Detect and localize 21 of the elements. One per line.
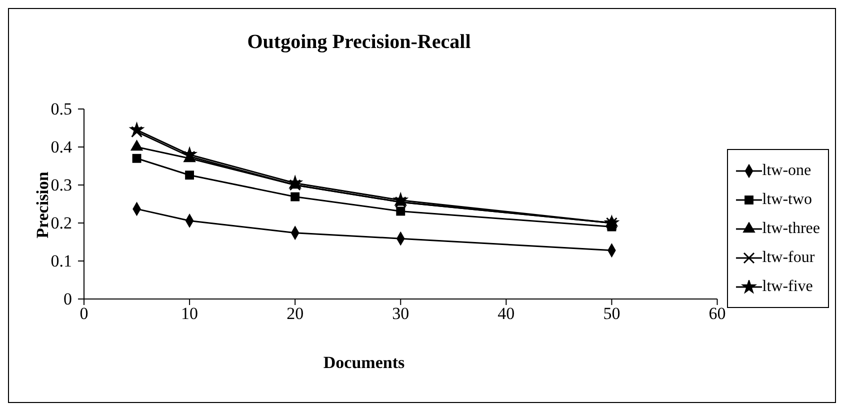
y-tick-label: 0 [64, 290, 72, 308]
y-tick-label: 0.2 [50, 214, 72, 232]
x-tick-label: 30 [392, 304, 410, 324]
legend-label: ltw-three [762, 220, 820, 238]
chart-title: Outgoing Precision-Recall [246, 31, 472, 54]
x-tick-label: 10 [181, 304, 198, 324]
legend-label: ltw-two [762, 190, 812, 208]
x-tick-label: 0 [80, 304, 88, 324]
x-tick-label: 50 [603, 304, 620, 324]
legend-label: ltw-one [762, 162, 812, 180]
x-axis-title: Documents [322, 353, 406, 373]
x-tick-label: 60 [708, 304, 726, 324]
x-tick-label: 20 [286, 304, 304, 324]
legend-label: ltw-five [762, 278, 813, 296]
y-axis-title: Precision [33, 172, 52, 238]
x-tick-label: 40 [498, 304, 515, 324]
y-tick-label: 0.4 [50, 138, 72, 156]
y-tick-label: 0.3 [50, 176, 72, 194]
legend-label: ltw-four [762, 248, 815, 266]
y-tick-label: 0.5 [50, 100, 72, 118]
y-tick-label: 0.1 [50, 252, 72, 270]
